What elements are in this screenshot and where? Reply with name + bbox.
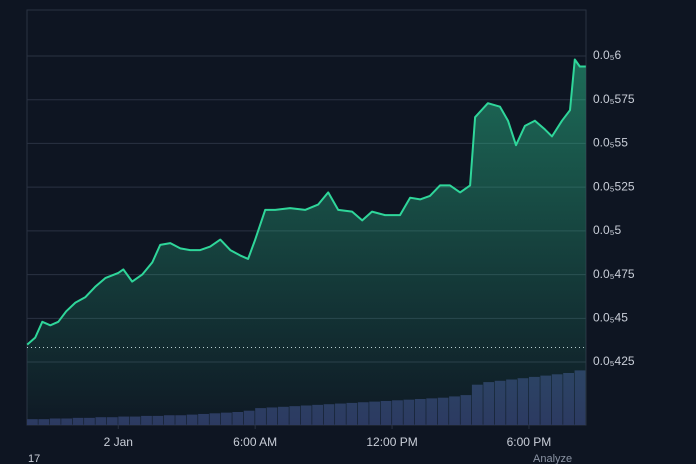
x-tick-label: 12:00 PM bbox=[366, 435, 417, 449]
footer-left: 17 bbox=[28, 453, 40, 464]
y-tick-label: 0.0₅525 bbox=[593, 179, 635, 193]
y-tick-label: 0.0₅45 bbox=[593, 310, 628, 324]
y-tick-label: 0.0₅6 bbox=[593, 48, 622, 62]
footer-right[interactable]: Analyze bbox=[533, 453, 572, 464]
y-tick-label: 0.0₅475 bbox=[593, 267, 635, 281]
x-tick-label: 6:00 PM bbox=[507, 435, 552, 449]
y-tick-label: 0.0₅425 bbox=[593, 354, 635, 368]
y-tick-label: 0.0₅5 bbox=[593, 223, 622, 237]
y-tick-label: 0.0₅55 bbox=[593, 136, 628, 150]
x-tick-label: 2 Jan bbox=[104, 435, 133, 449]
area-fill bbox=[27, 59, 586, 425]
price-line bbox=[26, 58, 586, 346]
y-tick-label: 0.0₅575 bbox=[593, 92, 635, 106]
x-tick-label: 6:00 AM bbox=[233, 435, 277, 449]
